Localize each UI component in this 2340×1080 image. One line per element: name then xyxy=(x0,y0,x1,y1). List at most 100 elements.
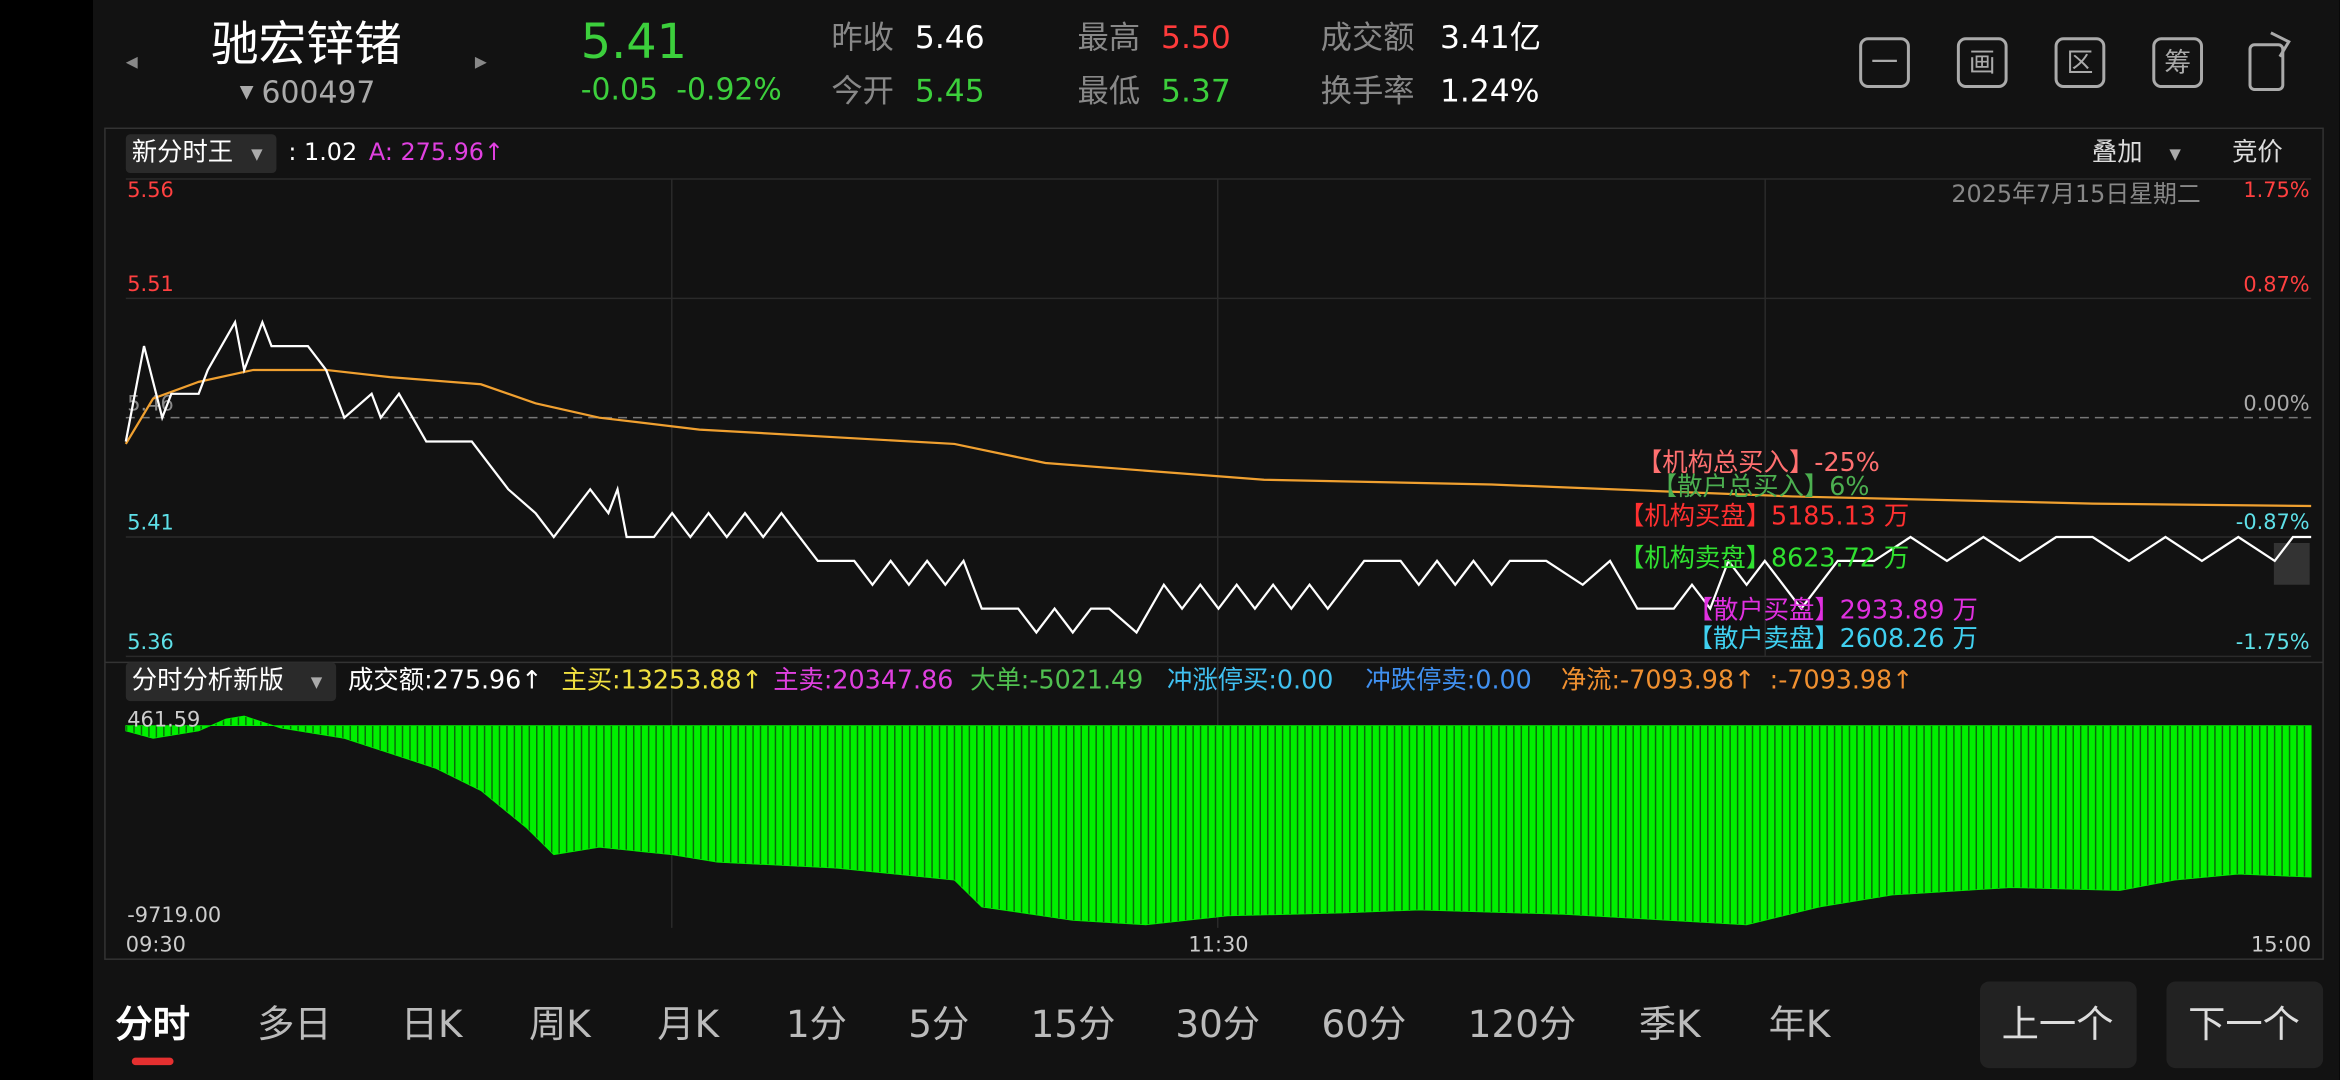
tab[interactable]: 日K xyxy=(401,1002,464,1046)
tab[interactable]: 分时 xyxy=(115,1002,190,1046)
tab[interactable]: 30分 xyxy=(1175,1002,1260,1046)
y-tick-label: 5.51 xyxy=(127,272,173,296)
stat-label: 换手率 xyxy=(1321,73,1415,109)
annotation: 【机构卖盘】8623.72 万 xyxy=(1619,542,1909,572)
x-tick-label: 11:30 xyxy=(1188,933,1248,957)
annotation: 【机构买盘】5185.13 万 xyxy=(1619,501,1909,531)
indicator-name: 分时分析新版 xyxy=(132,665,284,695)
stat-label: 成交额 xyxy=(1321,20,1415,56)
indicator-caret: ▼ xyxy=(311,673,323,691)
price: 5.41 xyxy=(581,15,687,70)
toolbar-icon[interactable] xyxy=(2152,37,2204,89)
indicator-value: 冲涨停买:0.00 xyxy=(1167,665,1333,695)
stat-value: 5.37 xyxy=(1161,73,1231,109)
tab[interactable]: 5分 xyxy=(908,1002,969,1046)
tab-bar: 分时 多日 日K 周K 月K 1分 5分 15分 30分 60分 120分 季K 年K xyxy=(115,1002,1832,1046)
stat-value: 5.46 xyxy=(915,20,985,56)
scroll-handle[interactable] xyxy=(2273,542,2310,585)
phone-icon[interactable] xyxy=(2248,31,2291,91)
left-strip xyxy=(0,0,93,1080)
plot: 5.365.415.465.515.56-1.75%-0.87%0.00%0.8… xyxy=(124,138,2312,957)
prev-stock-arrow[interactable]: ◂ xyxy=(126,47,138,75)
stat-value: 3.41亿 xyxy=(1440,20,1541,56)
next-stock-arrow[interactable]: ▸ xyxy=(475,47,487,75)
indicator-caret: ▼ xyxy=(251,145,263,163)
y-tick-label: 461.59 xyxy=(127,707,200,731)
stat-label: 最高 xyxy=(1078,20,1141,56)
stock-name: 驰宏锌锗 xyxy=(211,18,402,73)
indicator-value: 大单:-5021.49 xyxy=(970,665,1143,695)
indicator-value: 主卖:20347.86 xyxy=(773,665,953,695)
code-dropdown[interactable]: ▼ xyxy=(240,81,254,102)
stat-value: 5.45 xyxy=(915,73,985,109)
phone-outline xyxy=(2248,43,2285,91)
annotation: 【散户总买入】6% xyxy=(1652,471,1870,501)
active-tab-indicator xyxy=(131,1057,174,1066)
toolbar-icon[interactable] xyxy=(1956,37,2008,89)
annotation: 【散户卖盘】2608.26 万 xyxy=(1688,623,1978,653)
y-tick-label: 5.56 xyxy=(127,178,173,202)
phone-rotate xyxy=(2270,31,2291,58)
tab[interactable]: 季K xyxy=(1639,1002,1702,1046)
next-button[interactable] xyxy=(2166,981,2324,1069)
price-line xyxy=(124,319,2312,635)
toolbar-icon[interactable] xyxy=(2054,37,2106,89)
net-flow-area xyxy=(125,715,2312,926)
chart-date: 2025年7月15日星期二 xyxy=(1951,180,2200,208)
y2-tick-label: -0.87% xyxy=(2236,510,2310,534)
indicator-value: 冲跌停卖:0.00 xyxy=(1365,665,1531,695)
prev-button-label[interactable]: 上一个 xyxy=(2002,1002,2114,1046)
x-tick-label: 15:00 xyxy=(2251,933,2311,957)
tab[interactable]: 周K xyxy=(529,1002,592,1046)
indicator-value: A: 275.96↑ xyxy=(369,138,504,166)
tab[interactable]: 15分 xyxy=(1031,1002,1116,1046)
y2-tick-label: -1.75% xyxy=(2236,630,2310,654)
toolbar-icon-label[interactable]: 筹 xyxy=(2164,48,2191,79)
chart-panel xyxy=(104,127,2324,960)
toolbar: 一画区筹 xyxy=(1859,37,2204,89)
toolbar-icon-label[interactable]: 画 xyxy=(1969,48,1996,79)
indicator-button[interactable] xyxy=(125,134,277,174)
annotation: 【散户买盘】2933.89 万 xyxy=(1688,595,1978,625)
next-button-label[interactable]: 下一个 xyxy=(2188,1002,2300,1046)
annotation: 【机构总买入】-25% xyxy=(1637,447,1880,477)
y2-tick-label: 0.87% xyxy=(2243,273,2309,297)
tab[interactable]: 月K xyxy=(657,1002,720,1046)
toolbar-icon-label[interactable]: 区 xyxy=(2067,48,2094,79)
change: -0.05 xyxy=(581,72,658,107)
overlay-button[interactable]: 叠加 xyxy=(2092,137,2143,167)
price-line xyxy=(124,368,2312,508)
indicator-name: 新分时王 xyxy=(132,137,233,167)
toolbar-icon-label[interactable]: 一 xyxy=(1871,48,1898,79)
x-tick-label: 09:30 xyxy=(126,933,186,957)
stat-label: 今开 xyxy=(831,73,894,109)
tab[interactable]: 1分 xyxy=(786,1002,847,1046)
stock-code: 600497 xyxy=(262,75,376,110)
indicator-button[interactable] xyxy=(125,662,337,702)
auction-button[interactable]: 竞价 xyxy=(2232,137,2283,167)
indicator-value: : 1.02 xyxy=(288,138,357,166)
y2-tick-label: 1.75% xyxy=(2243,178,2309,202)
tab[interactable]: 多日 xyxy=(257,1002,332,1046)
indicator-value: 主买:13253.88↑ xyxy=(561,665,762,695)
tab[interactable]: 年K xyxy=(1769,1002,1832,1046)
toolbar-icon[interactable] xyxy=(1859,37,1910,89)
y-tick-label: 5.36 xyxy=(127,630,173,654)
y-tick-label: 5.41 xyxy=(127,511,173,535)
indicator-value: 成交额:275.96↑ xyxy=(348,665,542,695)
overlay-caret: ▼ xyxy=(2169,145,2181,163)
change-pct: -0.92% xyxy=(676,72,782,107)
stat-value: 1.24% xyxy=(1440,73,1539,109)
prev-button[interactable] xyxy=(1980,981,2137,1069)
tab[interactable]: 60分 xyxy=(1322,1002,1407,1046)
stat-value: 5.50 xyxy=(1161,20,1231,56)
y2-tick-label: 0.00% xyxy=(2243,391,2309,415)
y-tick-label: -9719.00 xyxy=(127,903,221,927)
indicator-value: 净流:-7093.98↑ xyxy=(1561,665,1755,695)
stat-label: 昨收 xyxy=(831,20,894,56)
tab[interactable]: 120分 xyxy=(1468,1002,1576,1046)
indicator-value: :-7093.98↑ xyxy=(1770,665,1914,695)
